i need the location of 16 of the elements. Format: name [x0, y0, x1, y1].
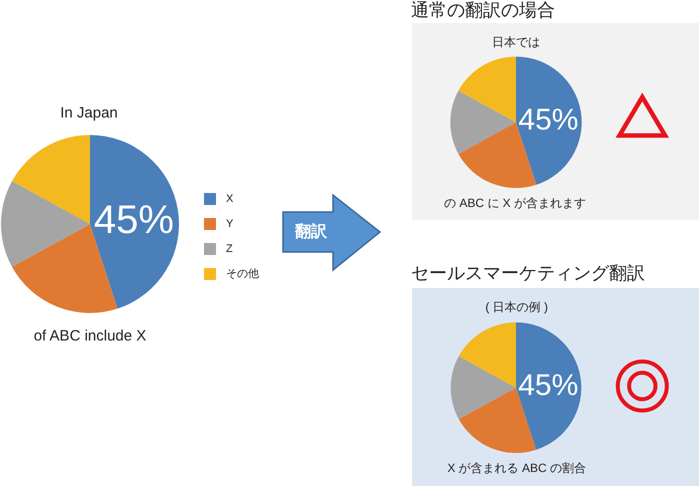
legend-label: X: [226, 193, 234, 205]
chart-title: セールスマーケティング翻訳: [411, 263, 645, 283]
text: 翻訳: [294, 222, 328, 240]
chart-title: In Japan: [60, 104, 118, 122]
chart-subtitle: ( 日本の例 ): [485, 300, 548, 314]
data-label: 45%: [518, 369, 578, 402]
legend-label: その他: [226, 268, 259, 280]
text: の ABC に X が含まれます: [444, 196, 586, 210]
legend-label: Y: [226, 218, 234, 230]
data-label: 45%: [518, 104, 578, 137]
chart-subtitle: 日本では: [492, 35, 540, 49]
text: X が含まれる ABC の割合: [447, 461, 586, 475]
text: of ABC include X: [34, 328, 146, 344]
legend-label: Z: [226, 243, 233, 255]
data-label: 45%: [94, 198, 174, 242]
chart-title: 通常の翻訳の場合: [411, 0, 555, 20]
